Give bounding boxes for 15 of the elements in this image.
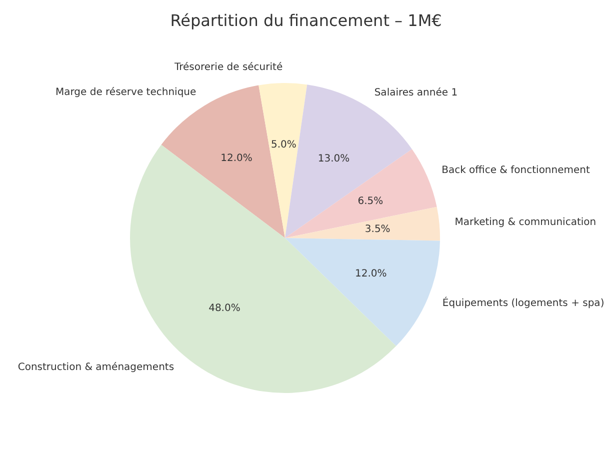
slice-label: Back office & fonctionnement	[442, 165, 590, 176]
slice-label: Salaires année 1	[374, 87, 458, 98]
data-label: 12.0%	[354, 268, 387, 280]
data-label: 3.5%	[364, 224, 390, 236]
data-label: 6.5%	[358, 196, 384, 207]
slice-label: Marketing & communication	[454, 216, 596, 228]
slice-label: Trésorerie de sécurité	[173, 62, 283, 74]
data-label: 13.0%	[318, 153, 350, 164]
slice-label: Construction & aménagements	[18, 362, 174, 374]
data-label: 5.0%	[271, 140, 296, 151]
slice-label: Équipements (logements + spa)	[442, 296, 604, 310]
data-label: 48.0%	[208, 303, 240, 314]
data-label: 12.0%	[220, 153, 252, 164]
chart-title: Répartition du financement – 1M€	[170, 11, 442, 30]
slice-label: Marge de réserve technique	[55, 87, 196, 98]
